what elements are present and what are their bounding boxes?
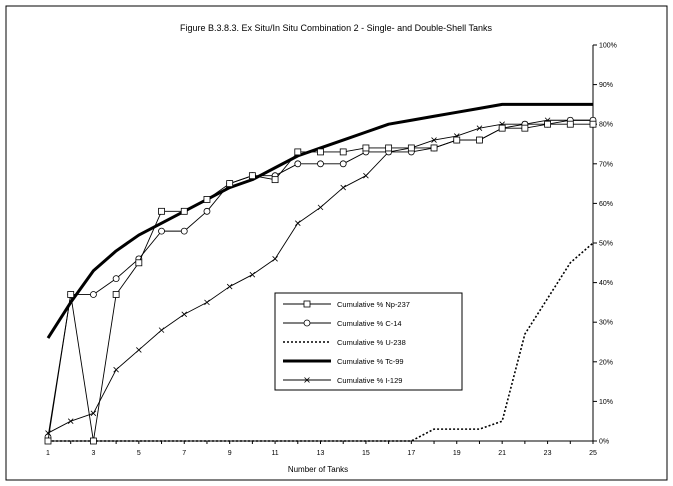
y-tick-label: 80% xyxy=(599,122,613,129)
data-point xyxy=(407,144,415,152)
series-cumulative-u-238 xyxy=(48,242,594,442)
legend: Cumulative % Np-237 Cumulative % C-14 Cumu… xyxy=(274,292,463,391)
data-point xyxy=(90,410,97,417)
data-point xyxy=(180,207,188,215)
x-tick-label: 3 xyxy=(91,450,95,457)
legend-label: Cumulative % C-14 xyxy=(337,319,402,328)
data-point xyxy=(317,160,324,168)
series-cumulative-tc-99 xyxy=(46,102,593,339)
series-line xyxy=(46,102,593,339)
x-tick-label: 17 xyxy=(407,450,415,457)
data-point xyxy=(113,366,119,373)
legend-box xyxy=(274,292,463,391)
y-tick-label: 90% xyxy=(599,82,613,89)
data-point xyxy=(158,227,165,235)
data-point xyxy=(135,259,143,267)
data-point xyxy=(430,144,438,152)
data-point xyxy=(180,227,188,235)
data-point xyxy=(453,136,461,144)
x-tick-label: 1 xyxy=(46,450,50,457)
data-point xyxy=(521,124,529,132)
x-tick-label: 5 xyxy=(137,450,141,457)
data-point xyxy=(498,124,506,132)
data-point xyxy=(340,184,346,191)
data-point xyxy=(431,137,437,143)
series-layer xyxy=(44,102,597,445)
data-point xyxy=(90,291,97,298)
data-point xyxy=(204,299,210,306)
data-point xyxy=(476,125,483,131)
y-tick-label: 20% xyxy=(599,359,613,366)
data-point xyxy=(67,291,75,298)
x-tick-label: 9 xyxy=(228,450,232,457)
x-tick-label: 11 xyxy=(271,450,278,457)
data-point xyxy=(544,120,551,128)
chart-frame xyxy=(5,5,668,481)
data-point xyxy=(317,204,324,211)
data-point xyxy=(203,207,211,215)
x-tick-label: 21 xyxy=(498,450,506,457)
data-point xyxy=(249,271,256,278)
y-tick-label: 100% xyxy=(599,43,617,50)
x-tick-label: 7 xyxy=(182,450,186,457)
y-tick-label: 70% xyxy=(599,161,613,168)
data-point xyxy=(181,311,188,318)
x-tick-label: 15 xyxy=(362,450,370,457)
data-point xyxy=(67,418,74,424)
legend-marker xyxy=(303,319,311,327)
data-point xyxy=(158,327,165,333)
data-point xyxy=(294,148,302,156)
data-point xyxy=(362,144,370,152)
series-cumulative-np-237 xyxy=(44,120,597,445)
data-point xyxy=(317,148,324,156)
data-point xyxy=(339,160,347,168)
x-tick-label: 23 xyxy=(544,450,552,457)
data-point xyxy=(272,256,278,262)
chart-title: Figure B.3.8.3. Ex Situ/In Situ Combinat… xyxy=(180,23,493,33)
data-point xyxy=(226,283,233,290)
x-tick-label: 13 xyxy=(317,450,325,457)
data-point xyxy=(203,196,211,203)
data-point xyxy=(136,347,142,353)
data-point xyxy=(248,172,256,180)
y-tick-label: 40% xyxy=(599,280,613,287)
legend-marker xyxy=(304,377,310,383)
data-point xyxy=(566,120,574,128)
y-tick-label: 0% xyxy=(599,439,609,446)
data-point xyxy=(476,136,483,144)
legend-label: Cumulative % U-238 xyxy=(337,338,406,347)
y-tick-label: 10% xyxy=(599,399,613,406)
data-point xyxy=(294,160,302,168)
data-point xyxy=(90,437,97,445)
legend-label: Cumulative % Tc-99 xyxy=(337,357,404,366)
data-point xyxy=(589,120,597,128)
legend-label: Cumulative % I-129 xyxy=(337,376,402,385)
y-tick-label: 60% xyxy=(599,201,613,208)
data-point xyxy=(112,275,120,283)
data-point xyxy=(226,180,234,188)
data-point xyxy=(44,437,52,445)
data-point xyxy=(271,176,279,184)
data-point xyxy=(363,172,369,179)
data-point xyxy=(112,291,120,298)
data-point xyxy=(385,144,393,152)
y-tick-label: 50% xyxy=(599,241,613,248)
data-point xyxy=(295,220,301,226)
x-tick-label: 19 xyxy=(453,450,461,457)
y-axis-ticks: 0% 10% 20% 30% 40% 50% 60% 70% 80% 90% 100% xyxy=(593,43,617,446)
legend-label: Cumulative % Np-237 xyxy=(337,300,410,309)
x-tick-label: 25 xyxy=(589,450,597,457)
series-line xyxy=(48,242,594,442)
legend-marker xyxy=(303,300,311,308)
x-axis-label: Number of Tanks xyxy=(288,465,348,474)
data-point xyxy=(158,207,165,215)
data-point xyxy=(339,148,347,156)
y-tick-label: 30% xyxy=(599,320,613,327)
